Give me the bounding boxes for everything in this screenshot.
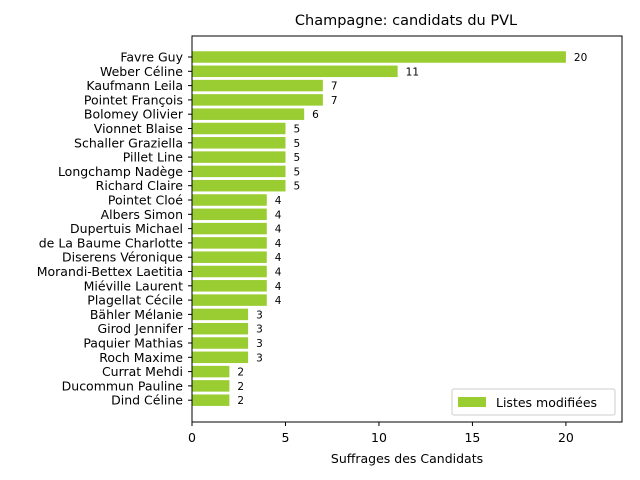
value-label: 2 — [237, 395, 244, 407]
value-label: 5 — [293, 138, 300, 150]
bar — [192, 351, 249, 364]
category-label: Roch Maxime — [99, 350, 183, 365]
bar — [192, 237, 267, 249]
category-label: Dind Céline — [111, 393, 183, 408]
category-label: Currat Mehdi — [102, 364, 183, 379]
bar — [192, 108, 305, 120]
category-label: Favre Guy — [120, 50, 183, 65]
bar — [192, 179, 286, 192]
bar — [192, 122, 286, 135]
value-label: 3 — [256, 309, 263, 321]
value-label: 4 — [275, 209, 282, 221]
category-label: Kaufmann Leila — [86, 78, 183, 93]
bar — [192, 394, 230, 406]
value-label: 3 — [256, 352, 263, 364]
plot-frame — [191, 35, 623, 423]
legend-swatch — [458, 397, 486, 407]
x-tick-label: 10 — [371, 430, 387, 445]
category-label: Longchamp Nadège — [58, 164, 183, 179]
bar — [192, 208, 267, 221]
category-label: Diserens Véronique — [62, 250, 183, 265]
category-label: Plagellat Cécile — [87, 293, 183, 308]
x-axis-label: Suffrages des Candidats — [331, 451, 483, 466]
value-label: 2 — [237, 367, 244, 379]
category-label: Pillet Line — [123, 150, 184, 165]
bar — [192, 380, 230, 392]
value-label: 7 — [331, 81, 338, 93]
legend-box — [451, 388, 616, 416]
category-label: Bolomey Olivier — [84, 107, 184, 122]
category-label: Dupertuis Michael — [70, 221, 183, 236]
bar — [192, 308, 249, 321]
value-label: 2 — [237, 381, 244, 393]
category-label: Pointet François — [84, 92, 183, 107]
category-label: Weber Céline — [100, 64, 183, 79]
value-label: 7 — [331, 95, 338, 107]
value-label: 5 — [293, 124, 300, 136]
bar — [192, 322, 249, 335]
x-tick-label: 0 — [188, 430, 196, 445]
bar — [192, 194, 267, 206]
bar — [192, 151, 286, 163]
value-label: 4 — [275, 224, 282, 236]
legend: Listes modifiées — [451, 388, 616, 416]
category-label: Bähler Mélanie — [90, 307, 183, 322]
category-label: Vionnet Blaise — [94, 121, 184, 136]
x-tick-label: 15 — [464, 430, 480, 445]
bar — [192, 294, 267, 306]
bar — [192, 137, 286, 149]
x-tick-label: 20 — [558, 430, 574, 445]
category-label: Pointet Cloé — [108, 193, 183, 208]
value-label: 3 — [256, 338, 263, 350]
category-label: Girod Jennifer — [97, 321, 183, 336]
bar — [192, 222, 267, 235]
bars-layer — [192, 51, 566, 406]
category-label: Morandi-Bettex Laetitia — [37, 264, 183, 279]
category-label: Ducommun Pauline — [62, 378, 184, 393]
value-label: 4 — [275, 195, 282, 207]
bar — [192, 79, 323, 92]
bar — [192, 165, 286, 178]
value-label: 11 — [406, 66, 419, 78]
category-label: de La Baume Charlotte — [39, 235, 184, 250]
category-label: Schaller Graziella — [74, 135, 183, 150]
bar — [192, 337, 249, 349]
value-label: 4 — [275, 238, 282, 250]
chart-title: Champagne: candidats du PVL — [295, 13, 517, 29]
value-label: 3 — [256, 324, 263, 336]
category-label: Miéville Laurent — [84, 278, 183, 293]
value-label: 5 — [293, 152, 300, 164]
bar — [192, 94, 323, 106]
value-label: 6 — [312, 109, 319, 121]
value-label: 4 — [275, 267, 282, 279]
bar — [192, 51, 566, 63]
x-axis-ticks: 0 5 10 15 20 — [188, 422, 574, 445]
value-label: 5 — [293, 166, 300, 178]
bar — [192, 65, 398, 78]
bar — [192, 365, 230, 378]
category-label: Paquier Mathias — [83, 336, 183, 351]
x-tick-label: 5 — [282, 430, 290, 445]
value-label: 20 — [574, 52, 587, 64]
category-label: Albers Simon — [101, 207, 183, 222]
value-label: 4 — [275, 295, 282, 307]
value-label: 4 — [275, 281, 282, 293]
value-label: 4 — [275, 252, 282, 264]
bar — [192, 251, 267, 263]
value-label: 5 — [293, 181, 300, 193]
legend-label: Listes modifiées — [496, 395, 597, 410]
category-label: Richard Claire — [96, 178, 184, 193]
bar — [192, 280, 267, 292]
bar — [192, 265, 267, 278]
